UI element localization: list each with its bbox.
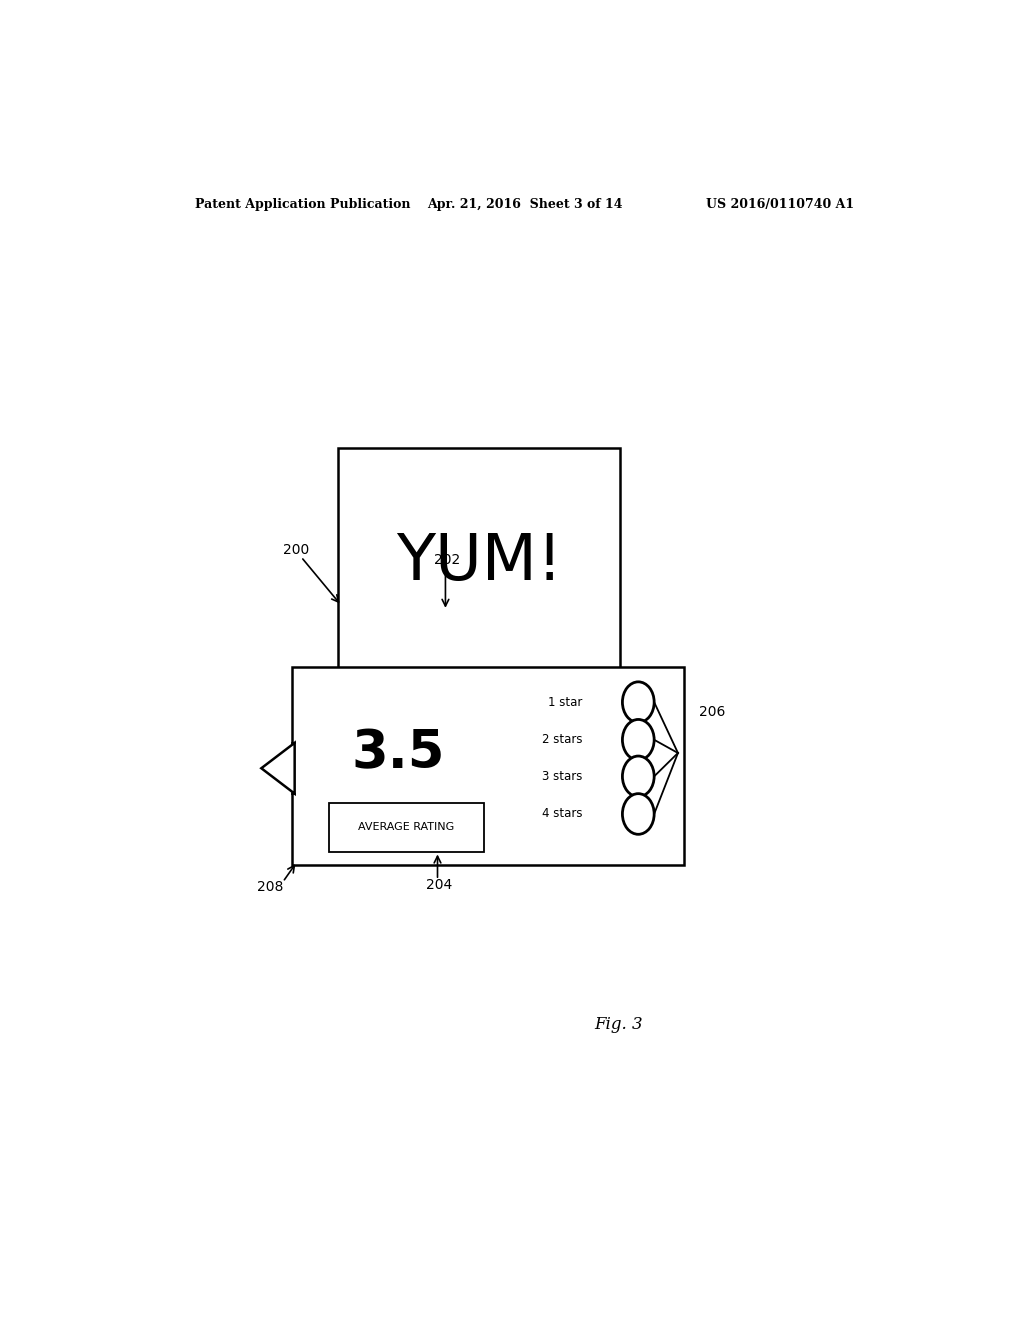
Text: YUM!: YUM! [396, 532, 562, 594]
Text: 4 stars: 4 stars [543, 808, 583, 821]
Circle shape [623, 719, 654, 760]
Text: 204: 204 [426, 878, 452, 892]
Text: US 2016/0110740 A1: US 2016/0110740 A1 [706, 198, 854, 211]
Text: Apr. 21, 2016  Sheet 3 of 14: Apr. 21, 2016 Sheet 3 of 14 [427, 198, 623, 211]
Bar [329, 803, 483, 851]
Text: 206: 206 [699, 705, 726, 719]
Bar [338, 447, 621, 677]
Text: 1 star: 1 star [549, 696, 583, 709]
Text: 200: 200 [283, 543, 309, 557]
Text: 202: 202 [433, 553, 460, 566]
Circle shape [623, 793, 654, 834]
Text: Patent Application Publication: Patent Application Publication [196, 198, 411, 211]
Text: 2 stars: 2 stars [543, 734, 583, 746]
Circle shape [623, 756, 654, 797]
Text: AVERAGE RATING: AVERAGE RATING [358, 822, 455, 832]
Text: 208: 208 [257, 880, 284, 894]
Circle shape [623, 682, 654, 722]
Bar [292, 667, 684, 865]
Text: 3 stars: 3 stars [543, 770, 583, 783]
Polygon shape [261, 743, 295, 793]
Text: Fig. 3: Fig. 3 [594, 1016, 643, 1032]
Text: 3.5: 3.5 [351, 727, 444, 779]
